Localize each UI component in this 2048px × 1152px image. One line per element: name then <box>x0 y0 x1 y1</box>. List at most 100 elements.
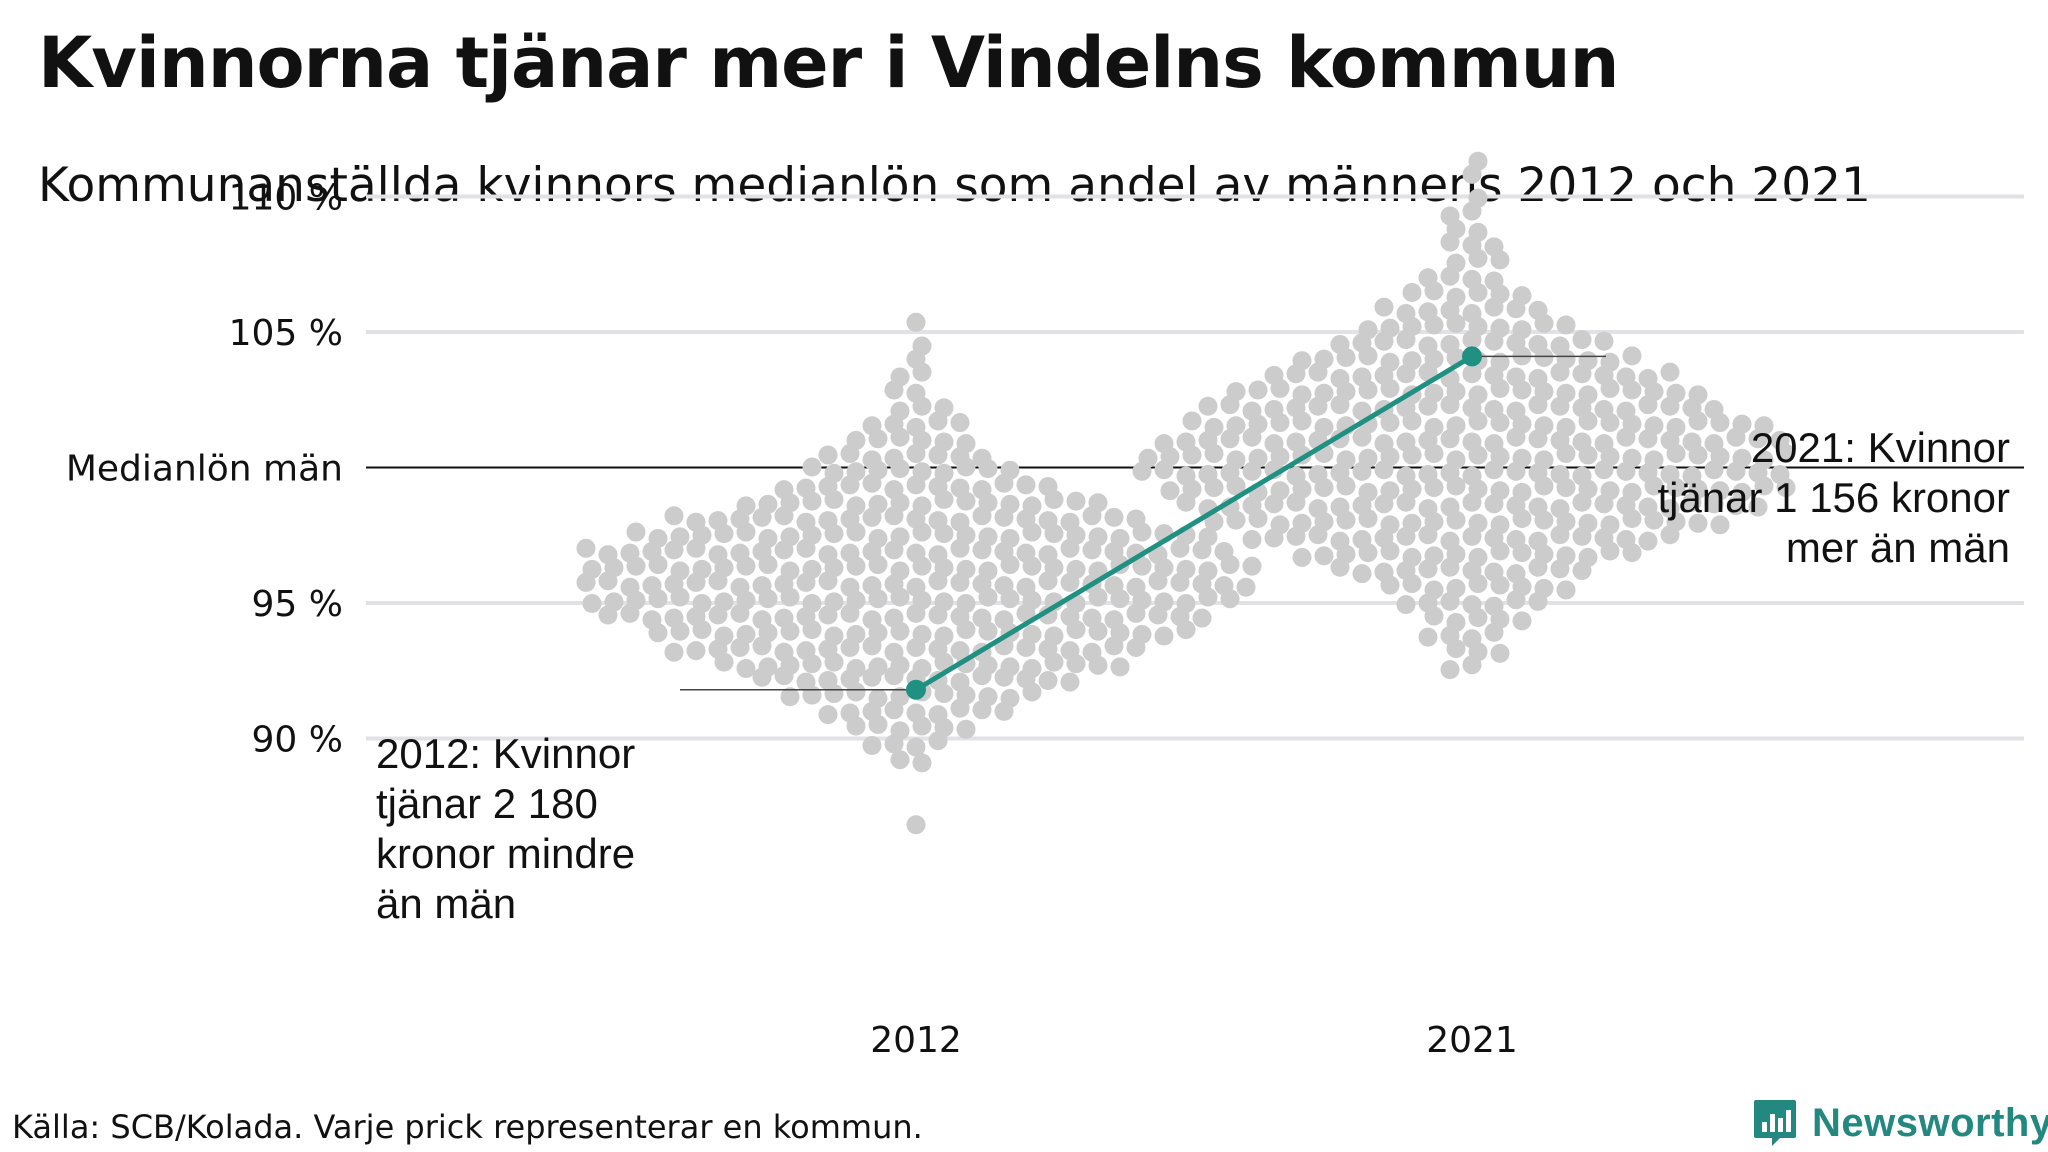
municipality-dot <box>978 687 998 707</box>
municipality-dot <box>1418 302 1438 322</box>
municipality-dot <box>1060 672 1080 692</box>
municipality-dot <box>1688 513 1708 533</box>
municipality-dot <box>1236 577 1256 597</box>
municipality-dot <box>1572 432 1592 452</box>
brand-name: Newsworthy <box>1812 1100 2048 1145</box>
municipality-dot <box>642 610 662 630</box>
municipality-dot <box>1016 543 1036 563</box>
municipality-dot <box>912 624 932 644</box>
municipality-dot <box>1572 466 1592 486</box>
municipality-dot <box>1104 610 1124 630</box>
municipality-dot <box>1330 369 1350 389</box>
x-axis-labels: 2012 2021 <box>870 1020 1518 1061</box>
y-tick-label: Medianlön män <box>66 449 343 490</box>
municipality-dot <box>1490 318 1510 338</box>
municipality-dot <box>906 703 926 723</box>
municipality-dot <box>862 576 882 596</box>
annotation-line: än män <box>376 880 516 927</box>
municipality-dot <box>1512 448 1532 468</box>
municipality-dot <box>912 336 932 356</box>
municipality-dot <box>1286 432 1306 452</box>
municipality-dot <box>1534 416 1554 436</box>
municipality-dot <box>1160 481 1180 501</box>
municipality-dot <box>1616 401 1636 421</box>
municipality-dot <box>664 608 684 628</box>
municipality-dot <box>978 561 998 581</box>
municipality-dot <box>1380 318 1400 338</box>
municipality-dot <box>1446 578 1466 598</box>
municipality-dot <box>1682 432 1702 452</box>
municipality-dot <box>1556 383 1576 403</box>
municipality-dot <box>906 577 926 597</box>
municipality-dot <box>846 624 866 644</box>
municipality-dot <box>890 401 910 421</box>
municipality-dot <box>1682 466 1702 486</box>
municipality-dot <box>1490 352 1510 372</box>
municipality-dot <box>1088 527 1108 547</box>
municipality-dot <box>642 576 662 596</box>
municipality-dot <box>1594 399 1614 419</box>
municipality-dot <box>1374 562 1394 582</box>
municipality-dot <box>1104 576 1124 596</box>
municipality-dot <box>1424 417 1444 437</box>
municipality-dot <box>1066 559 1086 579</box>
municipality-dot <box>1468 547 1488 567</box>
municipality-dot <box>1732 414 1752 434</box>
municipality-dot <box>884 642 904 662</box>
municipality-dot <box>774 480 794 500</box>
municipality-dot <box>1512 320 1532 340</box>
municipality-dot <box>912 462 932 482</box>
municipality-dot <box>1242 401 1262 421</box>
x-tick-label: 2021 <box>1426 1020 1518 1061</box>
municipality-dot <box>708 545 728 565</box>
municipality-dot <box>1242 556 1262 576</box>
municipality-dot <box>1594 434 1614 454</box>
municipality-dot <box>824 626 844 646</box>
highlight-line <box>914 354 1474 692</box>
municipality-dot <box>956 434 976 454</box>
municipality-dot <box>1396 304 1416 324</box>
municipality-dot <box>1484 399 1504 419</box>
municipality-dot <box>736 659 756 679</box>
municipality-dot <box>648 528 668 548</box>
municipality-dot <box>1550 465 1570 485</box>
municipality-dot <box>582 559 602 579</box>
municipality-dot <box>1396 595 1416 615</box>
brand-logo[interactable]: Newsworthy <box>1752 1098 2048 1148</box>
municipality-dot <box>774 608 794 628</box>
municipality-dot <box>1660 362 1680 382</box>
municipality-dot <box>1154 434 1174 454</box>
municipality-dot <box>1154 626 1174 646</box>
municipality-dot <box>1396 432 1416 452</box>
municipality-dot <box>1748 497 1768 517</box>
municipality-dot <box>972 480 992 500</box>
municipality-dot <box>1468 151 1488 171</box>
municipality-dot <box>1358 482 1378 502</box>
municipality-dot <box>934 592 954 612</box>
municipality-dot <box>1484 434 1504 454</box>
municipality-dot <box>1446 416 1466 436</box>
municipality-dot <box>956 593 976 613</box>
annotation-line: tjänar 2 180 <box>376 780 598 827</box>
municipality-dot <box>1380 481 1400 501</box>
municipality-dot <box>928 511 948 531</box>
municipality-dot <box>1044 626 1064 646</box>
municipality-dot <box>1440 334 1460 354</box>
municipality-dot <box>1506 401 1526 421</box>
municipality-dot <box>686 641 706 661</box>
municipality-dot <box>1638 531 1658 551</box>
municipality-dot <box>1578 385 1598 405</box>
municipality-dot <box>1490 515 1510 535</box>
municipality-dot <box>956 719 976 739</box>
municipality-dot <box>912 753 932 773</box>
municipality-dot <box>1000 460 1020 480</box>
municipality-dot <box>1462 432 1482 452</box>
chart-title: Kvinnorna tjänar mer i Vindelns kommun <box>38 22 1619 104</box>
municipality-dot <box>626 522 646 542</box>
municipality-dot <box>1358 448 1378 468</box>
municipality-dot <box>1138 448 1158 468</box>
municipality-dot <box>1710 481 1730 501</box>
municipality-dot <box>1088 493 1108 513</box>
municipality-dot <box>1264 434 1284 454</box>
municipality-dot <box>972 608 992 628</box>
